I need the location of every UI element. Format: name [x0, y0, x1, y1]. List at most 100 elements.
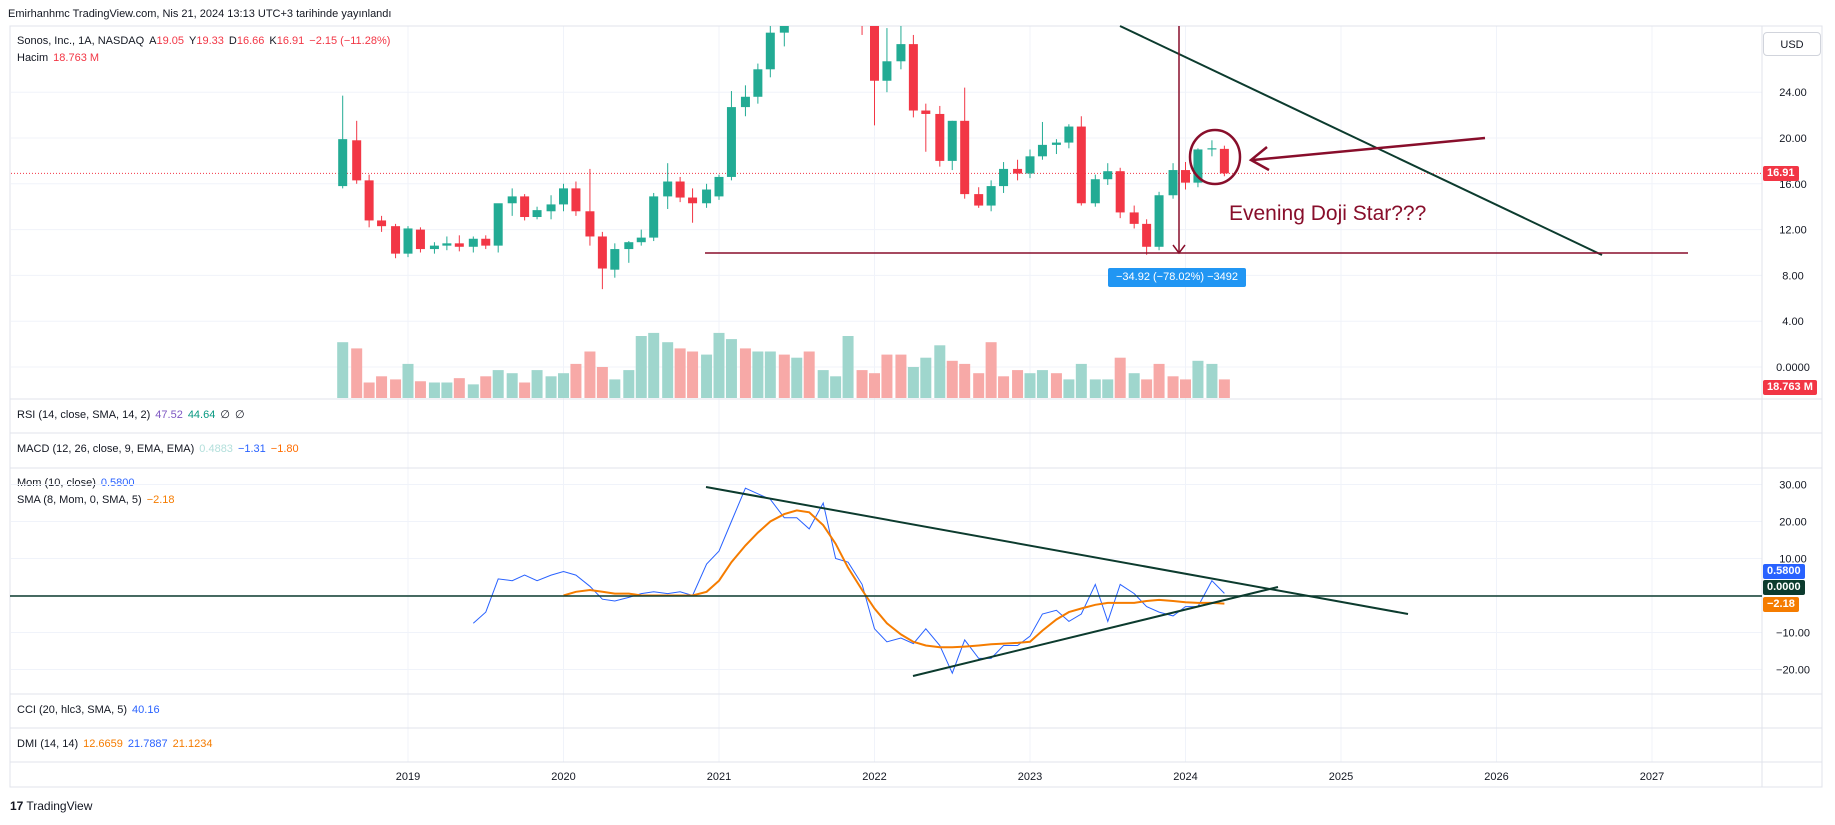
pane-frame: [9, 398, 1823, 434]
tradingview-logo[interactable]: 17 TradingView: [10, 799, 92, 813]
macd-legend: MACD (12, 26, close, 9, EMA, EMA) 0.4883−…: [17, 443, 304, 455]
candle-body: [624, 242, 634, 250]
volume-bar: [390, 379, 402, 398]
volume-bar: [428, 382, 440, 398]
volume-bar: [1128, 373, 1140, 398]
candle-body: [740, 96, 750, 108]
rsi-name[interactable]: RSI (14, close, SMA, 14, 2): [17, 409, 151, 421]
volume-bar: [1102, 379, 1114, 398]
candle-body: [1219, 148, 1229, 174]
volume-bar: [869, 373, 880, 398]
publish-line: Emirhanhmc TradingView.com, Nis 21, 2024…: [8, 8, 392, 20]
dmi-legend: DMI (14, 14) 12.6659 21.7887 21.1234: [17, 738, 217, 750]
drawings-layer: [10, 25, 1762, 677]
pointer-arrow-shaft: [1252, 136, 1486, 162]
volume-bar: [363, 382, 375, 398]
axis-layer: 2019 2020 2021 2022 2023 2024 2025 2026 2027 0.00…: [396, 87, 1810, 783]
mom-tick-label: 20.00: [1779, 517, 1807, 529]
candle-body: [429, 245, 439, 250]
candle-body: [702, 189, 712, 204]
volume-bar: [1024, 373, 1036, 398]
volume-bar: [531, 370, 543, 398]
volume-bar: [441, 382, 453, 398]
symbol-label[interactable]: Sonos, Inc., 1A, NASDAQ: [17, 35, 145, 47]
volume-bar: [985, 342, 997, 398]
main-legend: Sonos, Inc., 1A, NASDAQ A19.05 Y19.33 D16.6…: [17, 35, 395, 47]
x-tick-label: 2019: [396, 771, 420, 783]
volume-bar: [1050, 373, 1062, 398]
close-label: K: [269, 35, 277, 47]
candle-body: [1025, 156, 1035, 174]
mom-name[interactable]: Mom (10, close): [17, 477, 96, 489]
volume-bar: [842, 336, 854, 398]
volume-bar: [817, 370, 829, 398]
candle-body: [481, 238, 491, 246]
candle-body: [636, 237, 646, 243]
open-value: 19.05: [156, 35, 185, 47]
sma-legend: SMA (8, Mom, 0, SMA, 5) −2.18: [17, 494, 180, 506]
volume-layer: [337, 332, 1230, 398]
zero-badge: 0.0000: [1763, 580, 1805, 595]
measure-label[interactable]: −34.92 (−78.02%) −3492: [1108, 268, 1247, 287]
volume-bar: [570, 363, 582, 398]
sma-name[interactable]: SMA (8, Mom, 0, SMA, 5): [17, 494, 142, 506]
sma-value: −2.18: [146, 494, 175, 506]
macd-name[interactable]: MACD (12, 26, close, 9, EMA, EMA): [17, 443, 195, 455]
candle-body: [974, 194, 984, 206]
candle-body: [1090, 179, 1100, 204]
candle-body: [415, 229, 425, 250]
x-tick-label: 2024: [1173, 771, 1197, 783]
x-tick-label: 2020: [551, 771, 575, 783]
candle-body: [779, 26, 789, 33]
volume-bar: [701, 354, 713, 398]
candle-layer: [338, 26, 1229, 290]
volume-bar: [895, 354, 907, 398]
candle-body: [468, 238, 478, 247]
volume-bar: [453, 378, 465, 398]
candle-body: [726, 107, 736, 177]
mom-support-trendline: [912, 586, 1279, 677]
macd-value: −1.31: [237, 443, 266, 455]
candle-body: [908, 44, 918, 111]
macd-signal-value: −1.80: [270, 443, 299, 455]
candle-body: [1115, 171, 1125, 213]
dmi-name[interactable]: DMI (14, 14): [17, 738, 79, 750]
volume-bar: [648, 332, 660, 398]
volume-bar: [1167, 376, 1179, 398]
candle-body: [532, 210, 542, 218]
volume-bar: [713, 332, 725, 398]
momentum-layer: [472, 487, 1225, 675]
mom-tick-label: −10.00: [1776, 628, 1810, 640]
volume-bar: [1153, 363, 1165, 398]
price-tick-label: 24.00: [1779, 87, 1807, 99]
price-tick-label: 12.00: [1779, 225, 1807, 237]
candle-body: [870, 26, 879, 81]
volume-bar: [1206, 363, 1218, 398]
pattern-annotation[interactable]: Evening Doji Star???: [1229, 202, 1427, 225]
candle-body: [947, 120, 957, 161]
candle-body: [882, 61, 892, 81]
volume-bar: [791, 357, 803, 398]
currency-button[interactable]: USD: [1763, 32, 1821, 56]
volume-bar: [480, 376, 492, 398]
pointer-arrow-head: [1248, 146, 1270, 172]
volume-bar: [830, 376, 842, 398]
candle-body: [1207, 148, 1217, 150]
candle-body: [714, 176, 724, 197]
candle-body: [1181, 170, 1190, 183]
pane-borders: [9, 25, 1823, 788]
x-tick-label: 2025: [1329, 771, 1353, 783]
candle-body: [352, 140, 362, 181]
volume-bar: [725, 339, 737, 398]
candle-body: [391, 226, 401, 254]
volume-bar: [803, 351, 815, 398]
candle-body: [1013, 168, 1023, 174]
mom-resistance-trendline: [705, 486, 1409, 615]
volume-bar: [492, 370, 504, 398]
cci-name[interactable]: CCI (20, hlc3, SMA, 5): [17, 704, 128, 716]
volume-bar: [662, 342, 674, 398]
volume-bar: [609, 379, 621, 398]
mom-tick-label: 10.00: [1779, 554, 1807, 566]
volume-label[interactable]: Hacim: [17, 52, 49, 64]
